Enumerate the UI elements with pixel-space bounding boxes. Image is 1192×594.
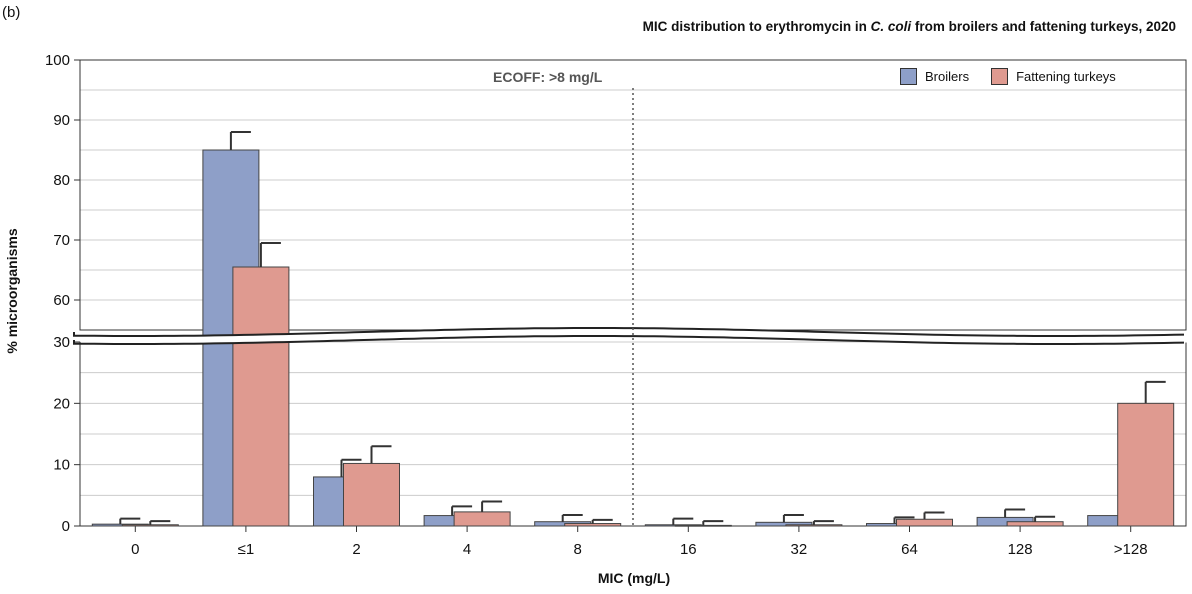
y-tick-label: 60 bbox=[53, 292, 70, 309]
title-prefix: MIC distribution to erythromycin in bbox=[642, 19, 871, 34]
bar-turkeys bbox=[674, 524, 732, 527]
axis-break-line bbox=[73, 335, 1185, 345]
title-organism: C. coli bbox=[870, 19, 912, 34]
x-tick-label: 0 bbox=[131, 541, 139, 558]
y-axis-label: % microorganisms bbox=[4, 228, 20, 354]
x-tick-label: 4 bbox=[463, 541, 471, 558]
y-tick-label: 30 bbox=[53, 334, 70, 351]
x-tick-label: 16 bbox=[680, 541, 697, 558]
legend-label-turkeys: Fattening turkeys bbox=[1016, 69, 1116, 84]
y-tick-label: 90 bbox=[53, 112, 70, 129]
bar-turkeys bbox=[121, 524, 179, 527]
bar-turkeys bbox=[785, 524, 843, 527]
y-tick-label: 100 bbox=[45, 52, 70, 69]
bar-turkeys bbox=[564, 523, 622, 527]
chart-title: MIC distribution to erythromycin in C. c… bbox=[643, 19, 1176, 34]
y-tick-label: 70 bbox=[53, 232, 70, 249]
x-tick-label: >128 bbox=[1114, 541, 1148, 558]
x-axis-label: MIC (mg/L) bbox=[597, 570, 671, 586]
x-tick-label: ≤1 bbox=[238, 541, 255, 558]
y-tick-label: 10 bbox=[53, 457, 70, 474]
bar-turkeys bbox=[896, 518, 953, 527]
x-tick-label: 8 bbox=[574, 541, 582, 558]
bar-turkeys bbox=[1117, 402, 1175, 527]
axis-break-line bbox=[73, 327, 1185, 337]
legend: Broilers Fattening turkeys bbox=[900, 68, 1138, 85]
bar-turkeys bbox=[232, 266, 290, 527]
panel-label: (b) bbox=[2, 4, 21, 21]
bar-turkeys bbox=[1006, 521, 1064, 527]
legend-item-broilers: Broilers bbox=[900, 68, 969, 85]
y-tick-label: 0 bbox=[62, 518, 70, 535]
x-tick-label: 128 bbox=[1008, 541, 1033, 558]
legend-swatch-turkeys bbox=[991, 68, 1009, 85]
bar-turkeys bbox=[343, 462, 400, 527]
ecoff-label: ECOFF: >8 mg/L bbox=[493, 69, 603, 85]
legend-swatch-broilers bbox=[900, 68, 917, 85]
lower-frame bbox=[79, 342, 1187, 527]
y-tick-label: 20 bbox=[53, 395, 70, 412]
bar-turkeys bbox=[453, 511, 511, 527]
title-suffix: from broilers and fattening turkeys, 202… bbox=[911, 19, 1176, 34]
legend-label-broilers: Broilers bbox=[925, 69, 970, 84]
legend-item-turkeys: Fattening turkeys bbox=[991, 68, 1116, 85]
x-tick-label: 2 bbox=[352, 541, 360, 558]
x-tick-label: 64 bbox=[901, 541, 918, 558]
x-tick-label: 32 bbox=[791, 541, 808, 558]
y-tick-label: 80 bbox=[53, 172, 70, 189]
